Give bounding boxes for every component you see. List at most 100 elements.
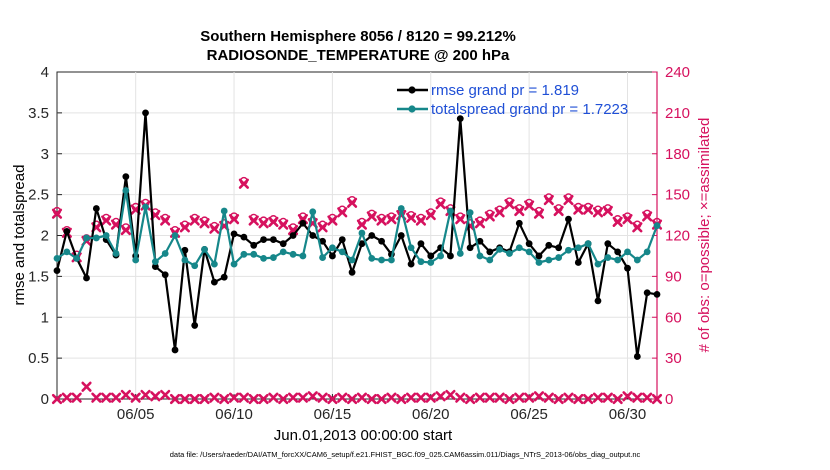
obs-assimilated-point-stroke — [504, 199, 515, 210]
obs-assimilated-point-stroke — [642, 211, 653, 222]
obs-assimilated-point — [209, 223, 220, 234]
legend-rmse-label: rmse grand pr = 1.819 — [431, 82, 579, 99]
totalspread-point — [368, 254, 376, 262]
rmse-point — [240, 233, 248, 241]
obs-assimilated-point — [51, 208, 63, 219]
obs-bottom-point — [179, 393, 190, 405]
obs-assimilated-point — [228, 214, 240, 225]
rmse-point — [545, 241, 553, 249]
obs-bottom-point — [337, 392, 348, 403]
y2-tick-label: 180 — [665, 146, 690, 163]
obs-bottom-point-stroke — [199, 393, 210, 405]
rmse-point — [486, 248, 494, 256]
obs-bottom-point-stroke — [307, 391, 318, 402]
obs-assimilated-point — [602, 205, 613, 217]
obs-assimilated-point-stroke — [592, 207, 604, 218]
obs-assimilated-point — [494, 207, 505, 218]
totalspread-point — [633, 256, 641, 264]
obs-bottom-point — [514, 392, 525, 403]
obs-bottom-point-stroke — [327, 393, 338, 405]
obs-assimilated-point — [514, 205, 525, 217]
obs-bottom-point-stroke — [494, 392, 505, 403]
obs-bottom-point — [258, 393, 269, 405]
rmse-point — [161, 271, 169, 279]
obs-assimilated-point-stroke — [376, 215, 387, 226]
obs-assimilated-point — [553, 205, 564, 217]
obs-bottom-point — [405, 392, 417, 403]
obs-bottom-point — [366, 393, 377, 405]
totalspread-point — [142, 203, 149, 211]
obs-bottom-point-stroke — [120, 389, 131, 401]
rmse-point — [574, 259, 582, 266]
obs-bottom-point-stroke — [278, 393, 289, 405]
rmse-point — [309, 232, 317, 239]
totalspread-point — [348, 256, 356, 264]
obs-assimilated-point — [533, 208, 545, 219]
x-tick-label: 06/10 — [215, 406, 253, 423]
obs-assimilated-point-stroke — [425, 209, 436, 221]
obs-bottom-point — [91, 392, 102, 403]
totalspread-point — [594, 260, 602, 268]
obs-bottom-point — [622, 391, 633, 402]
rmse-point — [397, 232, 405, 239]
obs-bottom-point-stroke — [484, 392, 495, 403]
obs-assimilated-point-stroke — [553, 205, 564, 217]
obs-assimilated-point — [612, 216, 623, 227]
obs-assimilated-point-stroke — [573, 204, 584, 215]
obs-bottom-point — [612, 393, 623, 405]
rmse-point — [348, 268, 356, 276]
obs-bottom-point — [268, 392, 279, 403]
totalspread-point — [584, 240, 592, 248]
obs-bottom-point — [287, 392, 299, 403]
obs-bottom-point-stroke — [465, 393, 476, 405]
rmse-point — [427, 252, 435, 260]
obs-assimilated-point — [632, 222, 643, 233]
y2-tick-label: 60 — [665, 309, 682, 326]
totalspread-point — [574, 244, 582, 252]
y-axis-right: 0 30 60 90 120 150 180 210 240 — [652, 64, 690, 408]
rmse-point — [555, 244, 563, 252]
obs-assimilated-point-stroke — [317, 222, 328, 233]
obs-assimilated-point — [524, 200, 535, 211]
obs-bottom-point-stroke — [346, 393, 358, 405]
obs-bottom-point — [228, 392, 240, 403]
rmse-point — [358, 240, 366, 248]
obs-assimilated-point-stroke — [101, 215, 112, 226]
obs-assimilated-point-stroke — [327, 215, 338, 226]
obs-assimilated-point-stroke — [366, 211, 377, 222]
obs-bottom-point — [101, 392, 112, 403]
totalspread-point — [624, 248, 631, 256]
totalspread-point — [447, 207, 454, 215]
obs-bottom-point-stroke — [51, 393, 63, 405]
obs-assimilated-point — [356, 219, 368, 230]
totalspread-point — [565, 246, 572, 254]
obs-bottom-point — [81, 381, 92, 392]
rmse-point — [92, 205, 100, 212]
totalspread-point — [132, 256, 140, 264]
obs-bottom-point — [238, 392, 249, 403]
obs-bottom-point — [465, 393, 476, 405]
obs-assimilated-point-stroke — [278, 219, 289, 230]
obs-bottom-point — [376, 393, 387, 405]
obs-assimilated-point — [592, 207, 604, 218]
obs-bottom-point-stroke — [376, 393, 387, 405]
totalspread-point — [230, 260, 238, 268]
obs-bottom-point — [573, 393, 584, 405]
y-tick-label: 0.5 — [28, 350, 49, 367]
y2-tick-label: 120 — [665, 228, 690, 245]
obs-assimilated-point — [583, 204, 594, 215]
obs-bottom-point — [61, 392, 72, 403]
totalspread-point — [191, 262, 199, 270]
legend-spread-label: totalspread grand pr = 1.7223 — [431, 101, 628, 118]
footnote: data file: /Users/raeder/DAI/ATM_forcXX/… — [170, 450, 641, 459]
x-axis-label: Jun.01,2013 00:00:00 start — [274, 427, 453, 444]
rmse-point — [653, 290, 661, 298]
obs-assimilated-point-stroke — [494, 207, 505, 218]
rmse-point — [329, 252, 336, 260]
obs-bottom-point — [602, 392, 613, 403]
rmse-point — [319, 237, 326, 245]
totalspread-point — [407, 244, 415, 252]
rmse-point — [171, 346, 179, 354]
obs-bottom-point — [543, 392, 554, 403]
